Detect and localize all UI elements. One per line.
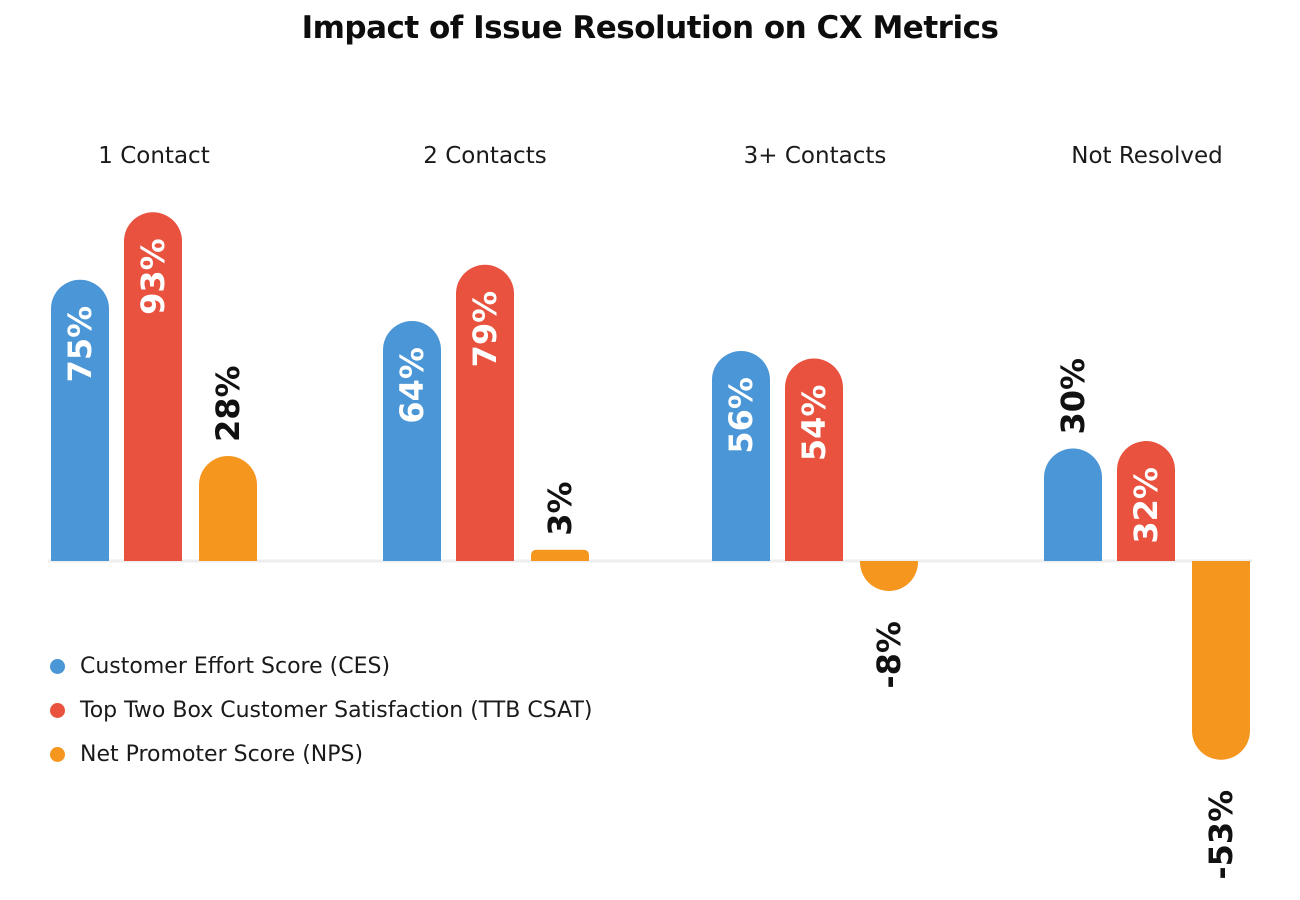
bar-label-nps-not-resolved: -53% xyxy=(1202,790,1240,880)
bar-label-csat-1-contact: 93% xyxy=(134,238,172,315)
legend-item-ces: Customer Effort Score (CES) xyxy=(50,644,592,688)
bar-csat-2-contacts xyxy=(456,264,514,561)
bar-csat-1-contact xyxy=(124,212,182,562)
bar-label-ces-not-resolved: 30% xyxy=(1054,358,1092,435)
category-label-3-plus-contacts: 3+ Contacts xyxy=(744,143,887,169)
bar-nps-1-contact xyxy=(199,456,257,561)
legend-swatch-ces xyxy=(50,658,65,674)
bar-ces-not-resolved xyxy=(1044,448,1102,561)
category-label-2-contacts: 2 Contacts xyxy=(423,143,546,169)
bar-nps-not-resolved xyxy=(1192,561,1250,760)
bar-csat-3-plus-contacts xyxy=(785,358,843,561)
bar-label-nps-1-contact: 28% xyxy=(209,365,247,442)
bar-label-nps-3-plus-contacts: -8% xyxy=(870,621,908,689)
chart-title: Impact of Issue Resolution on CX Metrics xyxy=(301,10,999,46)
legend-item-nps: Net Promoter Score (NPS) xyxy=(50,732,592,776)
category-labels: 1 Contact 2 Contacts 3+ Contacts Not Res… xyxy=(98,143,1222,169)
bars xyxy=(51,212,1250,760)
bar-csat-not-resolved xyxy=(1117,441,1175,561)
bar-label-csat-3-plus-contacts: 54% xyxy=(795,385,833,462)
bar-value-labels: 75% 93% 28% 64% 79% 3% 56% 54% -8% 30% 32% -53% xyxy=(61,238,1240,879)
bar-ces-3-plus-contacts xyxy=(712,351,770,561)
bar-label-csat-not-resolved: 32% xyxy=(1127,467,1165,544)
bar-nps-3-plus-contacts xyxy=(860,561,918,591)
legend-label-nps: Net Promoter Score (NPS) xyxy=(80,741,364,767)
bar-label-ces-3-plus-contacts: 56% xyxy=(722,377,760,454)
bar-ces-1-contact xyxy=(51,279,109,561)
bar-label-csat-2-contacts: 79% xyxy=(466,291,504,368)
legend-item-csat: Top Two Box Customer Satisfaction (TTB C… xyxy=(50,688,592,732)
category-label-not-resolved: Not Resolved xyxy=(1071,143,1223,169)
legend: Customer Effort Score (CES) Top Two Box … xyxy=(50,644,592,776)
legend-label-csat: Top Two Box Customer Satisfaction (TTB C… xyxy=(80,697,593,723)
bar-label-ces-1-contact: 75% xyxy=(61,306,99,383)
legend-label-ces: Customer Effort Score (CES) xyxy=(80,653,391,679)
bar-ces-2-contacts xyxy=(383,321,441,561)
legend-swatch-csat xyxy=(50,702,65,718)
legend-swatch-nps xyxy=(50,746,65,762)
bar-label-ces-2-contacts: 64% xyxy=(393,347,431,424)
category-label-1-contact: 1 Contact xyxy=(98,143,209,169)
bar-label-nps-2-contacts: 3% xyxy=(541,481,579,535)
bar-nps-2-contacts xyxy=(531,549,589,561)
